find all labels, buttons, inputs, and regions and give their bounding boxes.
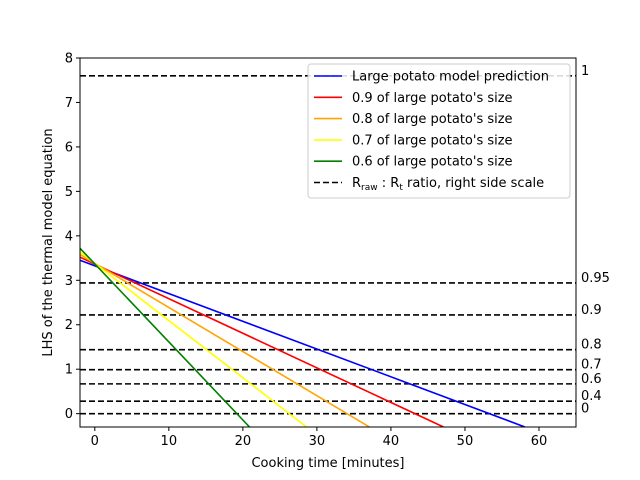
- x-tick-label: 20: [235, 434, 252, 449]
- y-tick-label: 1: [65, 363, 73, 378]
- ratio-labels: 1 0.95 0.9 0.8 0.70.6 0.40: [581, 64, 610, 417]
- ratio-label: 0.9: [581, 303, 602, 318]
- series-line: [80, 253, 370, 427]
- ratio-label: 1: [581, 64, 589, 79]
- x-axis-label: Cooking time [minutes]: [251, 456, 404, 471]
- y-tick-label: 6: [65, 140, 73, 155]
- legend-label: 0.6 of large potato's size: [352, 155, 513, 170]
- y-tick-label: 8: [65, 52, 73, 67]
- legend: Large potato model prediction 0.9 of larg…: [307, 63, 571, 199]
- y-axis-label: LHS of the thermal model equation: [41, 128, 56, 356]
- y-tick-label: 0: [65, 407, 73, 422]
- x-tick-label: 10: [161, 434, 178, 449]
- ratio-label: 0.4: [581, 389, 602, 404]
- series-line: [80, 247, 251, 427]
- series-line: [80, 256, 444, 427]
- y-tick-label: 2: [65, 318, 73, 333]
- legend-label: 0.8 of large potato's size: [352, 112, 513, 127]
- legend-label: Large potato model prediction: [352, 70, 549, 85]
- series-line: [80, 259, 526, 427]
- x-tick-label: 60: [531, 434, 548, 449]
- x-axis-ticks: 0 10 20 30 40 50 60: [91, 427, 548, 449]
- y-tick-label: 7: [65, 96, 73, 111]
- legend-label: Rraw : Rt ratio, right side scale: [352, 176, 544, 193]
- y-tick-label: 3: [65, 274, 73, 289]
- ratio-label: 0: [581, 402, 589, 417]
- legend-label: 0.9 of large potato's size: [352, 91, 513, 106]
- ratio-label: 0.8: [581, 338, 602, 353]
- y-tick-label: 4: [65, 229, 73, 244]
- legend-label: 0.7 of large potato's size: [352, 133, 513, 148]
- x-tick-label: 40: [383, 434, 400, 449]
- ratio-label: 0.6: [581, 372, 602, 387]
- ratio-label: 0.95: [581, 271, 610, 286]
- x-tick-label: 0: [91, 434, 99, 449]
- series-lines: [80, 247, 526, 427]
- x-tick-label: 30: [309, 434, 326, 449]
- series-line: [80, 251, 308, 427]
- ratio-label: 0.7: [581, 358, 602, 373]
- ratio-lines: [80, 74, 576, 415]
- axes-frame: [79, 57, 577, 428]
- legend-box: [307, 63, 571, 199]
- y-axis-ticks: 0 1 2 3 4 5 6 7 8: [65, 52, 80, 422]
- x-tick-label: 50: [457, 434, 474, 449]
- y-tick-label: 5: [65, 185, 73, 200]
